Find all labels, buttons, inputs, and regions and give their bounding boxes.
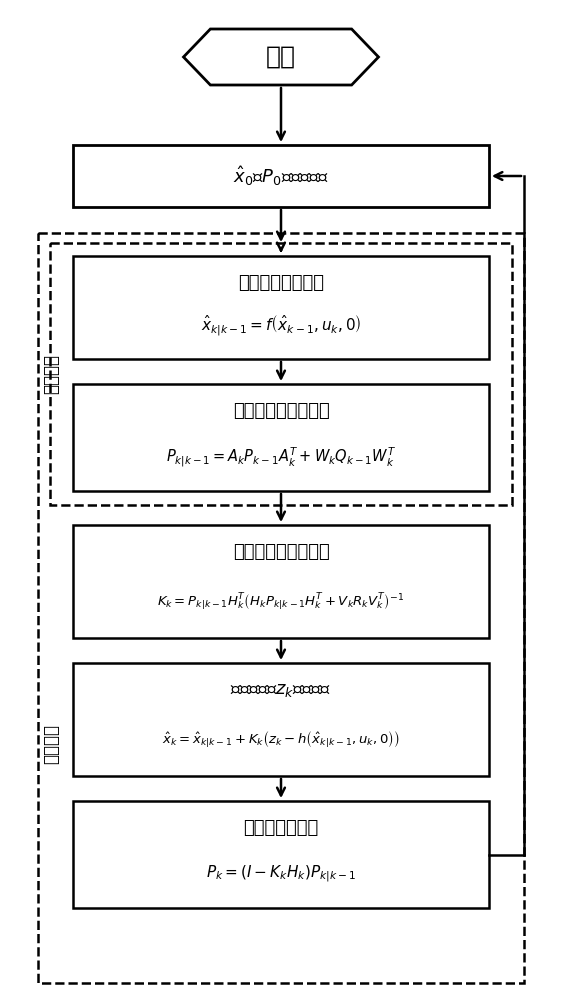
Bar xyxy=(73,384,489,491)
Bar xyxy=(73,145,489,207)
Text: $\hat{x}_0$和$P_0$的初始估计: $\hat{x}_0$和$P_0$的初始估计 xyxy=(233,164,329,188)
Bar xyxy=(73,525,489,638)
Bar xyxy=(73,801,489,908)
Bar xyxy=(50,243,512,505)
Bar xyxy=(73,256,489,359)
Text: 由观测变量$z_k$更新估计: 由观测变量$z_k$更新估计 xyxy=(230,681,332,699)
Text: 量测更新: 量测更新 xyxy=(42,724,60,764)
Text: 更新误差协方差: 更新误差协方差 xyxy=(243,819,319,837)
Text: $P_k = \left(I - K_kH_k\right)P_{k|k-1}$: $P_k = \left(I - K_kH_k\right)P_{k|k-1}$ xyxy=(206,864,356,884)
Text: $\hat{x}_{k|k-1} = f\left(\hat{x}_{k-1},u_k,0\right)$: $\hat{x}_{k|k-1} = f\left(\hat{x}_{k-1},… xyxy=(201,314,361,338)
Text: $\hat{x}_k = \hat{x}_{k|k-1}+K_k\left(z_k-h\left(\hat{x}_{k|k-1},u_k,0\right)\ri: $\hat{x}_k = \hat{x}_{k|k-1}+K_k\left(z_… xyxy=(162,730,400,750)
Text: $K_k = P_{k|k-1}H_k^T\left(H_kP_{k|k-1}H_k^T+V_kR_kV_k^T\right)^{-1}$: $K_k = P_{k|k-1}H_k^T\left(H_kP_{k|k-1}H… xyxy=(157,592,405,612)
Bar xyxy=(73,663,489,776)
Polygon shape xyxy=(184,29,378,85)
Text: 向前推算误差协方差: 向前推算误差协方差 xyxy=(233,402,329,420)
Text: 向前推算状态变量: 向前推算状态变量 xyxy=(238,274,324,292)
Bar xyxy=(38,233,524,983)
Text: 开始: 开始 xyxy=(266,45,296,69)
Text: 时间更新: 时间更新 xyxy=(42,354,60,394)
Text: $P_{k|k-1} = A_kP_{k-1}A_k^T + W_kQ_{k-1}W_k^T$: $P_{k|k-1} = A_kP_{k-1}A_k^T + W_kQ_{k-1… xyxy=(166,445,396,469)
Text: 计算扩展卡尔曼增益: 计算扩展卡尔曼增益 xyxy=(233,543,329,561)
